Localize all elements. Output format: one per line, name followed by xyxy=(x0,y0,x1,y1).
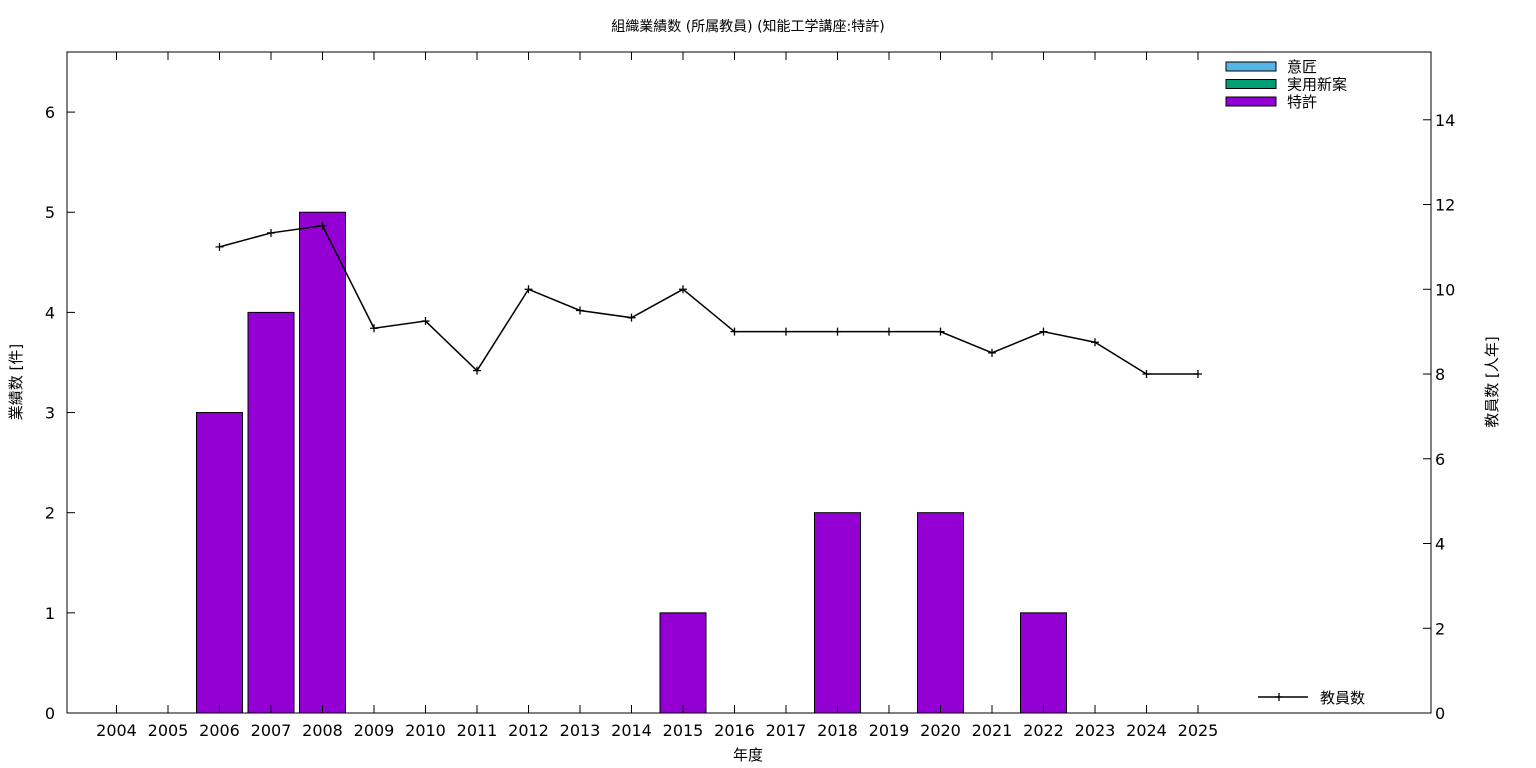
bar-2006 xyxy=(196,412,243,714)
line-point xyxy=(782,327,790,336)
line-point xyxy=(833,327,842,336)
y2-tick-label: 10 xyxy=(1435,280,1455,299)
line-point xyxy=(370,324,378,333)
line-point xyxy=(936,327,945,336)
x-tick-label: 2009 xyxy=(354,721,395,740)
plot-frame xyxy=(66,51,1432,714)
bar-2020 xyxy=(917,512,964,714)
x-tick-label: 2021 xyxy=(972,721,1013,740)
x-axis-label: 年度 xyxy=(733,746,763,764)
line-point xyxy=(1039,327,1048,336)
x-tick-label: 2017 xyxy=(766,721,807,740)
y2-tick-label: 6 xyxy=(1435,450,1445,469)
x-tick-label: 2016 xyxy=(714,721,755,740)
line-point xyxy=(473,366,481,375)
y2-tick-label: 4 xyxy=(1435,535,1445,554)
x-tick-label: 2023 xyxy=(1075,721,1116,740)
x-tick-label: 2025 xyxy=(1178,721,1219,740)
x-tick-label: 2012 xyxy=(508,721,549,740)
legend-label: 教員数 xyxy=(1320,689,1365,707)
line-point xyxy=(679,285,687,294)
bar-2007 xyxy=(247,311,295,714)
line-point xyxy=(524,285,533,294)
legend-swatch xyxy=(1225,61,1277,72)
x-tick-label: 2014 xyxy=(611,721,652,740)
y-tick-label: 5 xyxy=(45,203,55,222)
line-point xyxy=(627,313,636,322)
line-point xyxy=(885,327,893,336)
line-point xyxy=(1194,370,1202,379)
y2-tick-label: 0 xyxy=(1435,704,1445,723)
y-tick-label: 4 xyxy=(45,303,55,322)
bars-layer xyxy=(196,211,1067,714)
y2-tick-label: 2 xyxy=(1435,619,1445,638)
y-tick-label: 3 xyxy=(45,404,55,423)
x-tick-label: 2010 xyxy=(405,721,446,740)
chart-title: 組織業績数 (所属教員) (知能工学講座:特許) xyxy=(611,18,884,35)
y2-tick-label: 8 xyxy=(1435,365,1445,384)
x-tick-label: 2013 xyxy=(560,721,601,740)
legend-label: 実用新案 xyxy=(1287,76,1347,94)
x-tick-label: 2020 xyxy=(920,721,961,740)
bar-2022 xyxy=(1020,612,1067,714)
line-point xyxy=(1142,370,1151,379)
x-tick-label: 2005 xyxy=(148,721,189,740)
line-point xyxy=(215,242,224,251)
y2-tick-label: 14 xyxy=(1435,111,1455,130)
legend-line-marker xyxy=(1275,693,1283,701)
bar-2018 xyxy=(814,512,861,714)
line-point xyxy=(988,348,996,357)
legend-label: 意匠 xyxy=(1287,58,1317,76)
y2-tick-label: 12 xyxy=(1435,196,1455,215)
line-point xyxy=(1091,338,1099,347)
bar-2008 xyxy=(299,211,346,714)
y-tick-label: 0 xyxy=(45,704,55,723)
x-tick-label: 2008 xyxy=(302,721,343,740)
x-tick-label: 2024 xyxy=(1126,721,1167,740)
y-tick-label: 1 xyxy=(45,604,55,623)
legend-swatch xyxy=(1225,79,1277,89)
bar-2015 xyxy=(659,612,707,714)
line-point xyxy=(318,221,327,230)
legend-label: 特許 xyxy=(1287,93,1317,111)
x-tick-label: 2015 xyxy=(663,721,704,740)
line-faculty-count xyxy=(219,224,1198,375)
line-layer xyxy=(215,221,1202,379)
y-tick-label: 6 xyxy=(45,103,55,122)
x-tick-label: 2007 xyxy=(251,721,292,740)
x-tick-label: 2004 xyxy=(96,721,137,740)
line-point xyxy=(267,228,275,237)
y-axis-label: 業績数 [件] xyxy=(7,344,25,420)
x-tick-label: 2018 xyxy=(817,721,858,740)
line-point xyxy=(730,327,739,336)
line-point xyxy=(576,306,584,315)
y-tick-label: 2 xyxy=(45,504,55,523)
y2-axis-label: 教員数 [人年] xyxy=(1483,336,1501,427)
legend-swatch xyxy=(1225,96,1277,107)
x-tick-label: 2006 xyxy=(199,721,240,740)
x-tick-label: 2019 xyxy=(869,721,910,740)
x-tick-label: 2011 xyxy=(457,721,498,740)
x-tick-label: 2022 xyxy=(1023,721,1064,740)
line-point xyxy=(421,317,430,326)
